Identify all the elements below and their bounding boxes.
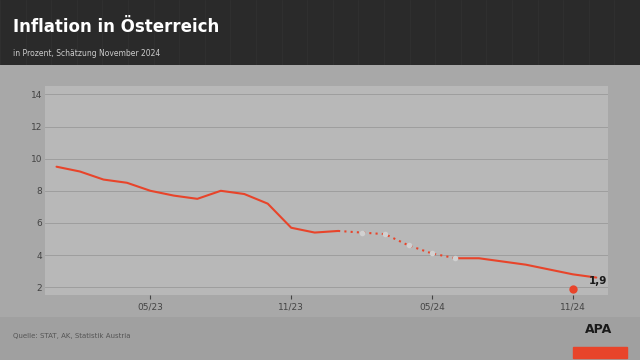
Bar <box>573 347 627 358</box>
Text: 1,9: 1,9 <box>589 275 607 285</box>
Text: APA: APA <box>585 323 612 336</box>
Text: Inflation in Österreich: Inflation in Österreich <box>13 18 219 36</box>
Text: Quelle: STAT, AK, Statistik Austria: Quelle: STAT, AK, Statistik Austria <box>13 333 131 339</box>
Text: in Prozent, Schätzung November 2024: in Prozent, Schätzung November 2024 <box>13 49 160 58</box>
